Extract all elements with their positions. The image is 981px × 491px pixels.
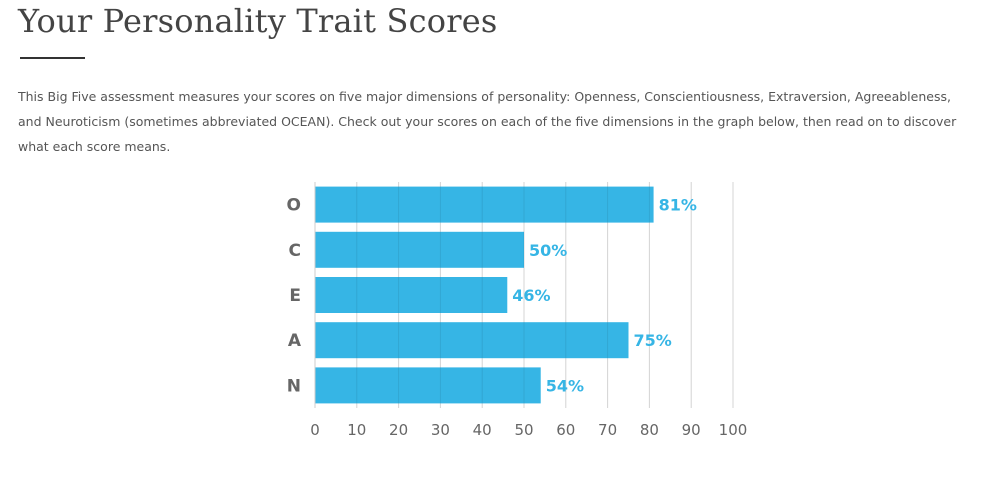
- bar: [315, 322, 629, 359]
- page-title: Your Personality Trait Scores: [18, 2, 498, 40]
- x-tick-label: 70: [598, 421, 617, 439]
- intro-paragraph: This Big Five assessment measures your s…: [18, 89, 957, 154]
- x-tick-label: 50: [514, 421, 533, 439]
- category-label: C: [289, 241, 301, 261]
- x-tick-label: 20: [389, 421, 408, 439]
- category-label: A: [288, 331, 302, 351]
- title-underline: [20, 57, 85, 59]
- x-tick-label: 10: [347, 421, 366, 439]
- x-tick-label: 0: [310, 421, 320, 439]
- category-label: O: [287, 196, 301, 216]
- x-tick-label: 80: [640, 421, 659, 439]
- x-tick-label: 60: [556, 421, 575, 439]
- category-label: N: [287, 376, 301, 396]
- x-tick-label: 30: [431, 421, 450, 439]
- bar: [315, 231, 524, 268]
- value-label: 75%: [634, 331, 672, 350]
- value-label: 46%: [512, 286, 550, 305]
- category-label: E: [289, 286, 301, 306]
- value-label: 54%: [546, 376, 584, 395]
- bar: [315, 186, 654, 223]
- x-tick-label: 100: [719, 421, 748, 439]
- x-tick-label: 90: [682, 421, 701, 439]
- bar: [315, 277, 508, 313]
- x-tick-label: 40: [473, 421, 492, 439]
- value-label: 50%: [529, 241, 567, 260]
- value-label: 81%: [659, 196, 697, 215]
- bar: [315, 367, 541, 404]
